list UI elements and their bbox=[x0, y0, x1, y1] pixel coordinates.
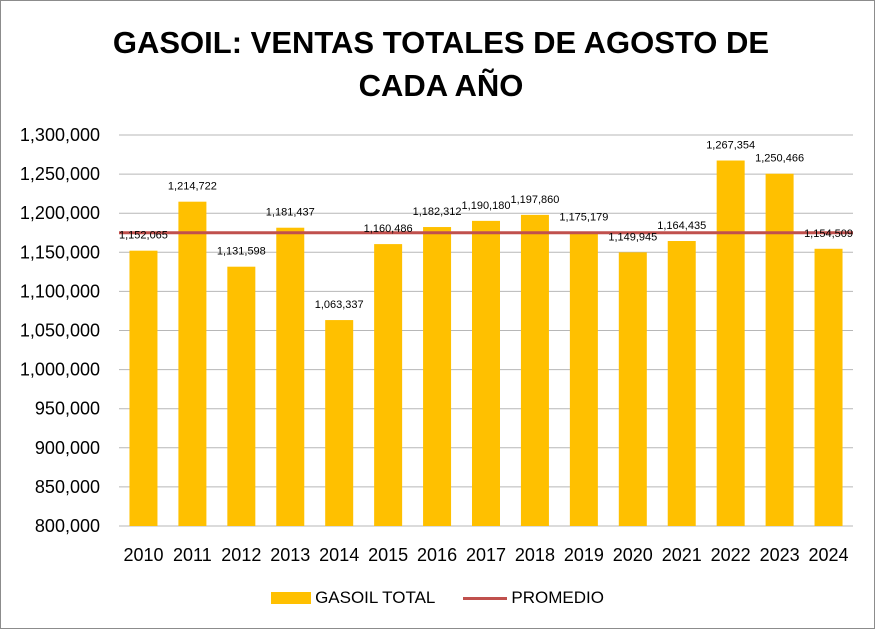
x-tick-label: 2010 bbox=[123, 545, 163, 565]
bar-2013 bbox=[276, 227, 305, 527]
data-label-2011: 1,214,722 bbox=[168, 181, 217, 193]
data-label-2016: 1,182,312 bbox=[413, 206, 462, 218]
bar-2021 bbox=[667, 241, 696, 526]
data-label-2013: 1,181,437 bbox=[266, 207, 315, 219]
bar-2020 bbox=[618, 252, 647, 526]
x-tick-label: 2018 bbox=[515, 545, 555, 565]
data-label-2019: 1,175,179 bbox=[559, 212, 608, 224]
data-labels: 1,152,065 1,214,722 1,131,598 1,181,437 1,06… bbox=[119, 140, 853, 312]
data-label-2014: 1,063,337 bbox=[315, 299, 364, 311]
bar-2011 bbox=[178, 201, 207, 527]
data-label-2024: 1,154,509 bbox=[804, 228, 853, 240]
data-label-2021: 1,164,435 bbox=[657, 220, 706, 232]
chart-title-line-2: CADA AÑO bbox=[358, 68, 524, 103]
x-tick-label: 2021 bbox=[662, 545, 702, 565]
y-tick-label: 1,250,000 bbox=[20, 164, 100, 184]
x-tick-label: 2020 bbox=[613, 545, 653, 565]
x-tick-label: 2017 bbox=[466, 545, 506, 565]
y-tick-label: 800,000 bbox=[35, 516, 100, 536]
y-tick-label: 1,100,000 bbox=[20, 281, 100, 301]
data-label-2022: 1,267,354 bbox=[706, 140, 755, 152]
bar-2019 bbox=[569, 232, 598, 526]
x-axis-tick-labels: 2010 2011 2012 2013 2014 2015 2016 2017 2018 2019… bbox=[123, 545, 848, 565]
y-tick-label: 1,150,000 bbox=[20, 242, 100, 262]
x-tick-label: 2019 bbox=[564, 545, 604, 565]
x-tick-label: 2011 bbox=[173, 545, 212, 565]
x-tick-label: 2013 bbox=[270, 545, 310, 565]
y-tick-label: 1,300,000 bbox=[20, 125, 100, 145]
y-tick-label: 1,000,000 bbox=[20, 360, 100, 380]
bar-2022 bbox=[716, 160, 745, 526]
legend-label-promedio: PROMEDIO bbox=[511, 588, 604, 607]
bars bbox=[129, 160, 843, 527]
legend-swatch-line bbox=[463, 596, 508, 600]
y-tick-label: 1,050,000 bbox=[20, 321, 100, 341]
data-label-2018: 1,197,860 bbox=[510, 194, 559, 206]
x-tick-label: 2014 bbox=[319, 545, 359, 565]
x-tick-label: 2012 bbox=[221, 545, 261, 565]
y-tick-label: 900,000 bbox=[35, 438, 100, 458]
data-label-2012: 1,131,598 bbox=[217, 246, 266, 258]
bar-2017 bbox=[472, 220, 500, 526]
x-tick-label: 2023 bbox=[760, 545, 800, 565]
y-tick-label: 850,000 bbox=[35, 477, 100, 497]
legend-label-gasoil-total: GASOIL TOTAL bbox=[315, 588, 436, 607]
legend-item-gasoil-total: GASOIL TOTAL bbox=[271, 588, 435, 608]
data-label-2015: 1,160,486 bbox=[364, 223, 413, 235]
bar-2010 bbox=[129, 250, 158, 526]
x-tick-label: 2024 bbox=[809, 545, 849, 565]
x-tick-label: 2022 bbox=[711, 545, 751, 565]
y-tick-label: 1,200,000 bbox=[20, 203, 100, 223]
y-tick-label: 950,000 bbox=[35, 399, 100, 419]
y-axis-tick-labels: 800,000 850,000 900,000 950,000 1,000,000 1,0… bbox=[20, 125, 100, 536]
data-label-2010: 1,152,065 bbox=[119, 230, 168, 242]
chart-title: GASOIL: VENTAS TOTALES DE AGOSTO DE CADA… bbox=[91, 21, 791, 107]
x-tick-label: 2015 bbox=[368, 545, 408, 565]
bar-2024 bbox=[814, 248, 843, 526]
bar-2012 bbox=[227, 266, 256, 526]
data-label-2023: 1,250,466 bbox=[755, 153, 804, 165]
legend-item-promedio: PROMEDIO bbox=[463, 588, 604, 608]
bar-2016 bbox=[423, 227, 452, 526]
bar-2018 bbox=[520, 214, 549, 526]
legend: GASOIL TOTAL PROMEDIO bbox=[1, 585, 874, 611]
data-label-2020: 1,149,945 bbox=[608, 231, 657, 243]
chart-title-line-1: GASOIL: VENTAS TOTALES DE AGOSTO DE bbox=[112, 25, 770, 60]
legend-swatch-bar bbox=[271, 592, 312, 604]
bar-2023 bbox=[765, 173, 794, 526]
bar-2015 bbox=[374, 244, 403, 526]
data-label-2017: 1,190,180 bbox=[462, 200, 511, 212]
x-tick-label: 2016 bbox=[417, 545, 457, 565]
bar-2014 bbox=[325, 320, 354, 526]
